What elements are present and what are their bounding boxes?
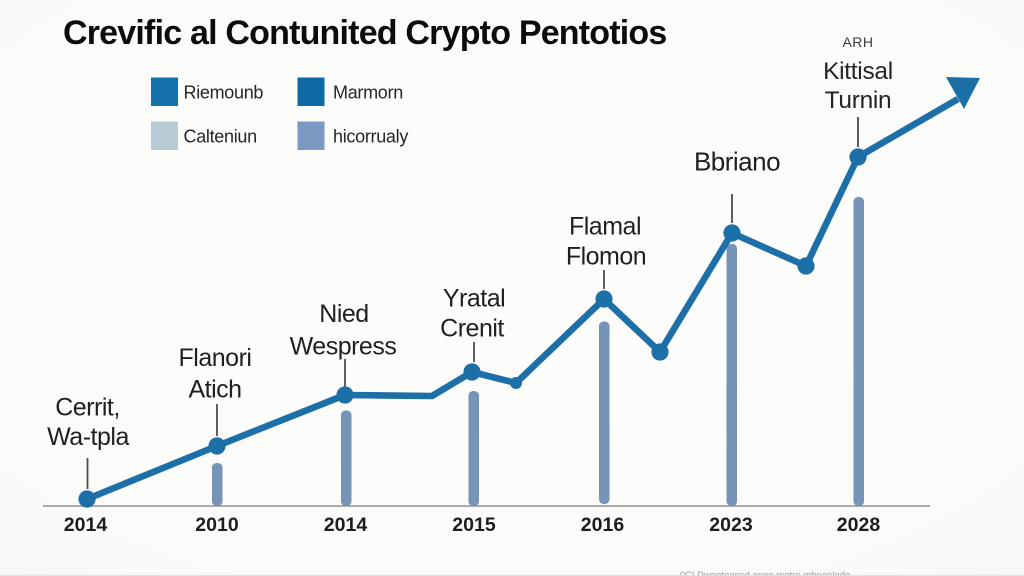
svg-text:0CI Dwpnteansd anne metro mhno: 0CI Dwpnteansd anne metro mhnonlada (680, 570, 851, 576)
svg-text:Calteniun: Calteniun (184, 127, 257, 147)
svg-text:2015: 2015 (452, 514, 496, 536)
svg-text:Turnin: Turnin (825, 87, 892, 114)
svg-text:Marmorn: Marmorn (333, 83, 403, 103)
svg-text:hicorrualy: hicorrualy (333, 127, 408, 147)
svg-text:2014: 2014 (324, 514, 368, 536)
svg-text:Wespress: Wespress (290, 333, 397, 361)
svg-text:Crenit: Crenit (440, 315, 504, 343)
svg-text:Flamal: Flamal (569, 213, 641, 241)
svg-text:2010: 2010 (195, 514, 239, 536)
svg-text:Flanori: Flanori (179, 344, 252, 372)
svg-text:Cerrit,: Cerrit, (55, 394, 120, 422)
svg-text:2023: 2023 (709, 514, 753, 536)
svg-text:Bbriano: Bbriano (694, 147, 780, 177)
svg-text:ARH: ARH (842, 34, 873, 50)
svg-text:Kittisal: Kittisal (823, 58, 893, 85)
svg-text:Yratal: Yratal (443, 285, 505, 313)
svg-text:Flomon: Flomon (566, 243, 646, 271)
svg-text:2014: 2014 (64, 514, 108, 536)
svg-text:Nied: Nied (319, 300, 368, 328)
svg-text:Crevific al Contunited Crypto: Crevific al Contunited Crypto Pentotios (63, 14, 667, 52)
svg-text:2028: 2028 (837, 514, 881, 536)
svg-text:Atich: Atich (188, 376, 241, 404)
svg-text:2016: 2016 (581, 514, 625, 536)
svg-text:Wa-tpla: Wa-tpla (47, 423, 129, 451)
svg-text:Riemounb: Riemounb (184, 83, 264, 103)
